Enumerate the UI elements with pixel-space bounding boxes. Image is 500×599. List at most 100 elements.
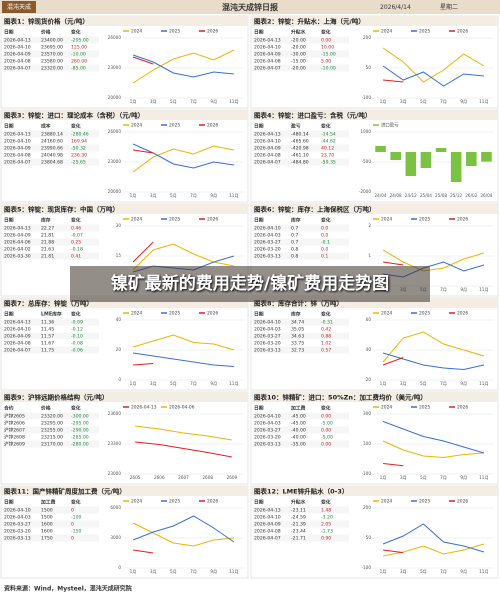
table-cell: -10.00 <box>71 52 86 58</box>
table-cell: 2026-03-20 <box>254 247 281 253</box>
legend-label: 2026 <box>207 499 218 505</box>
table-header: 变化 <box>321 123 331 130</box>
table-cell: 2026-04-09 <box>4 233 31 239</box>
table-cell: 23295.00 <box>41 421 63 427</box>
table-cell: 0 <box>71 508 74 514</box>
table-cell: 2.05 <box>321 522 331 528</box>
table-cell: -5.00 <box>321 421 333 427</box>
x-tick-label: 26/02 <box>465 193 477 198</box>
brand: 混沌天成 <box>7 3 31 11</box>
table-cell: 2026-04-13 <box>254 508 281 514</box>
series-line <box>133 549 154 554</box>
y-tick-label: 15 <box>116 253 122 258</box>
series-line <box>133 352 234 367</box>
table-cell: -15.00 <box>291 59 306 65</box>
y-tick-label: -100 <box>361 95 371 100</box>
table-cell: -480.14 <box>291 132 309 138</box>
table-cell: 2026-04-13 <box>254 132 281 138</box>
legend-label: 2026-04-13 <box>131 405 157 411</box>
y-tick-label: 23300 <box>108 441 122 446</box>
table-cell: 0.8 <box>291 254 298 260</box>
table-cell: -0.1 <box>321 240 330 246</box>
series-line <box>382 65 484 87</box>
x-tick-label: 3月 <box>150 569 157 575</box>
table-cell: 23320.00 <box>41 66 63 72</box>
table-cell: 24160.60 <box>41 139 63 145</box>
legend-label: 2026 <box>457 29 468 35</box>
panel-title: 图表9：沪锌远期价格结构（元/吨） <box>4 393 108 402</box>
x-tick-label: 7月 <box>190 193 197 199</box>
table-cell: 2026-04-10 <box>4 45 31 51</box>
panel-title: 图表4：锌锭：进口盈亏：含税（元/吨） <box>254 111 371 120</box>
table-cell: 23170.00 <box>41 442 63 448</box>
series-line <box>382 440 484 459</box>
table-cell: 0.00 <box>321 38 331 44</box>
x-tick-label: 9月 <box>210 381 217 387</box>
table-cell: 2026-04-02 <box>4 247 31 253</box>
table-cell: -300.00 <box>71 414 89 420</box>
table-cell: -30.00 <box>291 52 306 58</box>
table-cell: 2026-04-13 <box>4 226 31 232</box>
table-header: 变化 <box>321 217 331 224</box>
x-tick-label: 3月 <box>150 193 157 199</box>
table-header: 日期 <box>254 29 264 36</box>
panel-title-bar <box>251 16 498 26</box>
table-header: 变化 <box>321 405 331 412</box>
table-cell: 2026-04-08 <box>254 59 281 65</box>
table-cell: 2026-03-20 <box>254 341 281 347</box>
table-header: 变化 <box>71 29 81 36</box>
series-line <box>132 49 235 84</box>
table-cell: 2026-04-09 <box>4 146 31 152</box>
table-header: 日期 <box>254 499 264 506</box>
table-cell: 0.7 <box>291 233 298 239</box>
table-cell: 2026-04-07 <box>4 348 31 354</box>
table-header: 日期 <box>4 123 14 130</box>
table-cell: 21.63 <box>41 247 54 253</box>
table-cell: -100 <box>71 515 82 521</box>
x-tick-label: 3月 <box>150 381 157 387</box>
y-tick-label: 100 <box>363 441 371 446</box>
table-row-bg <box>253 144 349 152</box>
x-tick-label: 3月 <box>400 381 407 387</box>
table-cell: 2026-04-09 <box>4 334 31 340</box>
x-tick-label: 7月 <box>440 475 447 481</box>
x-tick-label: 24/08 <box>390 193 402 198</box>
x-tick-label: 7月 <box>440 569 447 575</box>
table-cell: 23215.00 <box>41 435 63 441</box>
x-tick-label: 11月 <box>479 569 489 575</box>
report-title: 混沌天成锌日报 <box>222 2 278 12</box>
panel-title: 图表12：LME锌升贴水（0-3） <box>254 487 348 496</box>
table-row-bg <box>3 50 99 58</box>
table-cell: 0 <box>71 536 74 542</box>
table-cell: 11.45 <box>41 327 54 333</box>
bar <box>435 148 447 152</box>
table-cell: 2026-04-10 <box>4 508 31 514</box>
table-cell: 2026-04-08 <box>254 529 281 535</box>
panel-title-bar <box>251 486 498 496</box>
legend-label: 2025 <box>419 499 430 505</box>
y-tick-label: -100 <box>361 471 371 476</box>
panel-title-bar <box>251 110 498 120</box>
series-line <box>382 249 485 272</box>
table-cell: 2026-04-10 <box>254 226 281 232</box>
table-cell: 1750 <box>41 536 53 542</box>
table-cell: 34.74 <box>291 320 304 326</box>
table-cell: -40.00 <box>291 428 306 434</box>
table-cell: 0.0 <box>321 233 328 239</box>
legend-label: 2025 <box>169 123 180 129</box>
x-tick-label: 2607 <box>178 475 189 480</box>
table-cell: -50.32 <box>71 146 86 152</box>
x-tick-label: 2608 <box>202 475 213 480</box>
legend-label: 2026 <box>457 217 468 223</box>
x-tick-label: 11月 <box>229 99 239 105</box>
table-cell: 2026-04-03 <box>254 421 281 427</box>
x-tick-label: 9月 <box>460 287 467 293</box>
panel-title: 图表6：锌锭：库存：上海保税区（万吨） <box>254 205 376 214</box>
legend-label: 2026 <box>457 311 468 317</box>
x-tick-label: 11月 <box>479 475 489 481</box>
table-cell: 0.41 <box>71 254 81 260</box>
table-row-bg <box>253 506 349 514</box>
legend-label: 2024 <box>381 311 392 317</box>
table-cell: -0.31 <box>321 320 333 326</box>
table-cell: -45.00 <box>291 421 306 427</box>
